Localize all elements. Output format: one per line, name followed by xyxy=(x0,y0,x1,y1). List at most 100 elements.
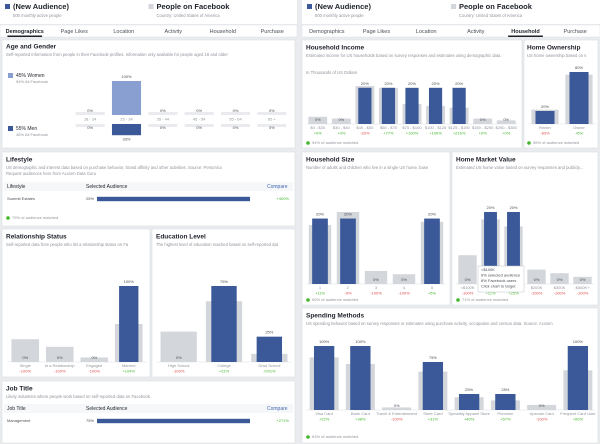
change-label: +11% xyxy=(485,291,495,296)
age-track xyxy=(220,112,251,115)
category-label: 1 xyxy=(319,285,322,290)
table-header: Job Title xyxy=(7,406,26,412)
tab[interactable]: Household xyxy=(511,29,539,35)
value-label: 0% xyxy=(338,117,344,122)
category-label: 35 - 44 xyxy=(157,117,170,122)
tab[interactable]: Demographics xyxy=(6,29,44,35)
tab[interactable]: Household xyxy=(210,29,236,35)
audience-swatch xyxy=(307,4,312,9)
value-label: 0% xyxy=(87,108,93,113)
facebook-bar xyxy=(392,274,416,284)
change-label: +201% xyxy=(263,369,276,374)
compare-sub: Country: United States of America xyxy=(157,13,221,18)
value-label: 20% xyxy=(509,205,517,210)
audience-bar xyxy=(405,87,419,124)
table-header: Lifestyle xyxy=(7,184,26,190)
category-label: Travel & Entertainment xyxy=(376,411,418,416)
facebook-bar xyxy=(527,404,557,410)
value-label: 0% xyxy=(503,117,509,122)
value-label: 0% xyxy=(196,125,202,130)
category-label: Engaged xyxy=(86,363,102,368)
compare-sub: Country: United States of America xyxy=(459,13,523,18)
category-label: $100 - $125 xyxy=(425,125,447,130)
card-description: US home ownership based on s xyxy=(527,53,586,58)
row-change: +271% xyxy=(276,418,289,423)
tooltip-text: 6% selected audience xyxy=(481,273,521,278)
value-label: 20% xyxy=(432,81,440,86)
card-title: Household Size xyxy=(306,157,355,164)
card-description: The highest level of education reached b… xyxy=(156,242,279,247)
tab[interactable]: Page Likes xyxy=(363,29,390,35)
change-label: +25% xyxy=(508,291,519,296)
category-label: 65 + xyxy=(268,117,277,122)
change-label: -100% xyxy=(370,291,382,296)
age-track xyxy=(184,124,214,127)
change-label: -100% xyxy=(536,417,548,422)
facebook-bar xyxy=(382,407,412,410)
change-label: -100% xyxy=(54,369,66,374)
category-label: Married xyxy=(122,363,136,368)
card-title: Age and Gender xyxy=(6,44,57,51)
unit-label: In Thousands of US Dollars xyxy=(306,70,357,75)
table-header: Selected Audience xyxy=(86,184,128,190)
tab[interactable]: Activity xyxy=(467,29,485,35)
value-label: 0% xyxy=(176,355,182,360)
tab[interactable]: Page Likes xyxy=(61,29,88,35)
card-description: US demographic and interest data based o… xyxy=(6,165,223,170)
tab[interactable]: Purchase xyxy=(564,29,587,35)
category-label: Specialty Apparel Store xyxy=(448,411,490,416)
change-label: +100% xyxy=(429,131,442,136)
card xyxy=(1,39,296,149)
audience-name: (New Audience) xyxy=(13,2,69,11)
tab[interactable]: Demographics xyxy=(309,29,345,35)
tooltip-text: <$100K xyxy=(481,267,495,272)
check-icon xyxy=(306,298,310,302)
legend-label: 55% Men xyxy=(16,126,37,132)
tab[interactable]: Location xyxy=(113,29,134,35)
compare-button[interactable]: Compare xyxy=(267,406,288,412)
change-label: +38% xyxy=(355,417,366,422)
age-track xyxy=(220,124,251,127)
audience-bar xyxy=(567,346,589,410)
tab[interactable]: Location xyxy=(416,29,437,35)
value-label: 0% xyxy=(160,125,166,130)
change-label: -100% xyxy=(531,291,543,296)
row-value: 75% xyxy=(86,418,94,423)
tab[interactable]: Purchase xyxy=(261,29,284,35)
change-label: +0% xyxy=(479,131,488,136)
change-label: -100% xyxy=(398,291,410,296)
category-label: $0 - $30 xyxy=(310,125,325,130)
category-label: 5 xyxy=(431,285,434,290)
category-label: $30 - $40 xyxy=(333,125,351,130)
value-label: 0% xyxy=(160,108,166,113)
category-label: $300K xyxy=(554,285,566,290)
change-label: +0% xyxy=(502,131,511,136)
value-label: 100% xyxy=(124,279,135,284)
change-label: +57% xyxy=(500,417,511,422)
category-label: 2 xyxy=(347,285,350,290)
category-label: $50 - $75 xyxy=(380,125,398,130)
tab[interactable]: Activity xyxy=(165,29,183,35)
compare-button[interactable]: Compare xyxy=(267,184,288,190)
audience-name: (New Audience) xyxy=(315,2,371,11)
footer-text: 96% of audience matched xyxy=(533,140,579,145)
audience-bar xyxy=(569,72,589,124)
audience-bar xyxy=(350,346,371,410)
row-name: Summit Estates xyxy=(7,196,35,201)
facebook-bar xyxy=(80,357,109,362)
check-icon xyxy=(456,298,460,302)
value-label: 20% xyxy=(486,205,494,210)
active-tab-underline xyxy=(7,35,43,37)
value-label: 80% xyxy=(575,65,583,70)
change-label: +77% xyxy=(383,131,394,136)
category-label: High School xyxy=(168,363,190,368)
table-header-bg xyxy=(4,182,293,191)
category-label: 55 - 64 xyxy=(229,117,242,122)
change-label: +21% xyxy=(219,369,230,374)
footer-text: 63% of audience matched xyxy=(312,434,358,439)
value-label: 20% xyxy=(428,212,436,217)
change-label: -100% xyxy=(462,291,474,296)
value-label: 0% xyxy=(315,117,321,122)
